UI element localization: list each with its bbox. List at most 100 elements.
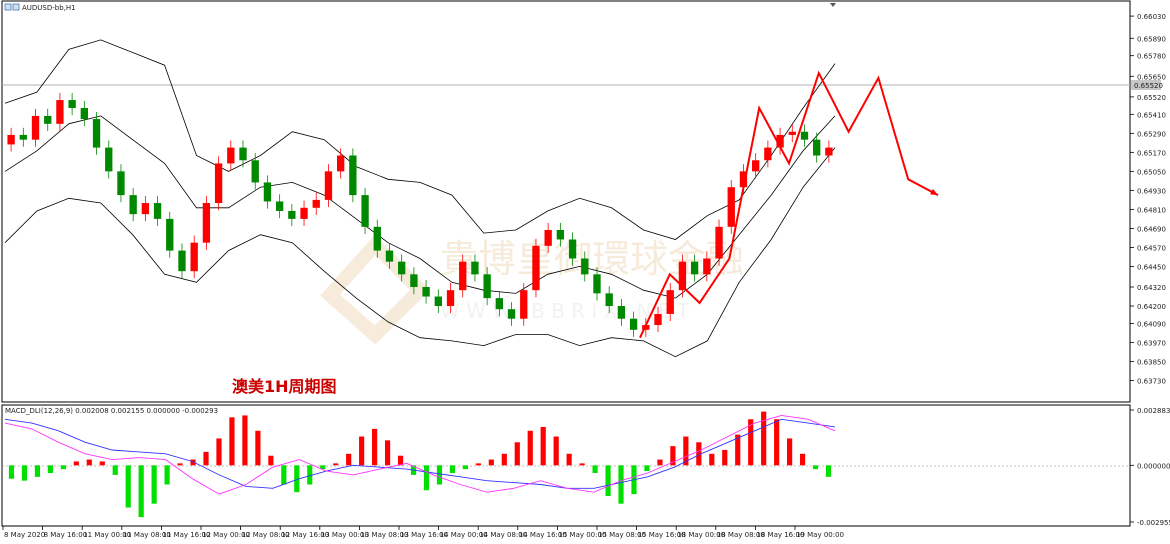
candle-body [56, 100, 64, 124]
candle-body [263, 182, 272, 202]
time-tick-label: 18 May 00:00 [677, 531, 725, 539]
candle-body [459, 261, 467, 291]
window-icon-2 [12, 3, 20, 11]
macd-histogram-bar [112, 465, 118, 475]
macd-histogram-bar [501, 453, 507, 466]
macd-histogram-bar [436, 465, 443, 485]
macd-histogram-bar [190, 459, 196, 466]
price-tick-label: 0.64320 [1137, 284, 1166, 292]
candle-body [288, 210, 296, 219]
candle-body [764, 147, 772, 161]
macd-histogram-bar [488, 459, 494, 466]
macd-histogram-bar [696, 442, 702, 466]
macd-histogram-bar [281, 465, 287, 485]
time-tick-label: 12 May 00:00 [202, 531, 250, 539]
window-icon [4, 3, 12, 11]
candle-body [117, 171, 125, 196]
forecast-arrowhead [930, 188, 938, 196]
macd-histogram-bar [294, 465, 300, 493]
watermark-logo [320, 234, 430, 345]
macd-histogram-bar [47, 465, 53, 473]
macd-histogram-bar [320, 465, 326, 470]
candle-body [556, 229, 565, 240]
candle-body [825, 147, 833, 156]
price-tick-label: 0.64570 [1137, 244, 1166, 252]
macd-histogram-bar [21, 465, 28, 481]
forecast-path [639, 70, 939, 339]
price-tick-label: 0.63970 [1137, 339, 1166, 347]
candle-body [190, 242, 198, 272]
macd-lines [4, 414, 836, 495]
price-tick-label: 0.64200 [1137, 303, 1166, 311]
time-tick-label: 15 May 00:00 [558, 531, 606, 539]
price-axis-labels: 0.660300.658900.657800.656500.655200.654… [1130, 13, 1166, 385]
time-tick-label: 8 May 2020 [4, 531, 45, 539]
time-tick-label: 12 May 16:00 [281, 531, 329, 539]
macd-histogram-bar [774, 419, 780, 466]
time-tick-label: 14 May 08:00 [479, 531, 527, 539]
candle-body [214, 163, 223, 204]
candle-body [520, 290, 528, 319]
candle-body [398, 261, 406, 275]
candle-body [300, 207, 308, 219]
dropdown-triangle-icon[interactable] [830, 3, 836, 7]
macd-histogram-bar [592, 465, 598, 473]
candle-body [800, 131, 809, 140]
candle-body [752, 160, 760, 172]
candle-body [337, 155, 345, 172]
time-tick-label: 8 May 16:00 [44, 531, 88, 539]
time-tick-label: 14 May 16:00 [519, 531, 567, 539]
candle-body [373, 226, 381, 251]
macd-histogram-bar [255, 430, 261, 466]
candle-body [422, 287, 430, 297]
candle-body [153, 203, 162, 219]
price-tick-label: 0.65410 [1137, 111, 1166, 119]
price-tick-label: 0.65170 [1137, 149, 1166, 157]
macd-histogram-bar [73, 461, 79, 466]
time-tick-label: 11 May 08:00 [123, 531, 171, 539]
candle-body [349, 155, 357, 196]
price-tick-label: 0.64690 [1137, 225, 1166, 233]
candle-body [727, 187, 735, 227]
macd-histogram-bar [177, 463, 183, 466]
lower-band-line [4, 147, 836, 358]
candle-body [690, 261, 699, 275]
price-tick-label: 0.64810 [1137, 206, 1166, 214]
macd-histogram-bar [99, 461, 105, 466]
macd-histogram-bar [151, 465, 157, 504]
price-pane: AUDUSD-bb,H1 [1, 0, 1131, 403]
macd-histogram-bar [812, 465, 819, 470]
macd-histogram-bar [761, 411, 767, 466]
macd-line [4, 418, 836, 489]
macd-histogram-bar [514, 442, 520, 466]
price-tick-label: 0.64090 [1137, 320, 1166, 328]
macd-histogram-bar [138, 465, 144, 518]
macd-histogram-bar [605, 465, 611, 497]
macd-histogram-bar [735, 434, 741, 466]
macd-histogram-bar [799, 453, 806, 466]
macd-histogram-bar [307, 465, 313, 485]
candle-body [703, 258, 711, 275]
macd-histogram-bar [709, 453, 715, 466]
time-tick-label: 15 May 08:00 [598, 531, 646, 539]
candle-body [446, 290, 455, 307]
candle-body [568, 239, 577, 259]
macd-tick-label: 0.002883 [1137, 407, 1170, 415]
candle-body [617, 306, 626, 319]
macd-histogram-bar [670, 446, 676, 466]
macd-histogram-bar [333, 463, 339, 466]
macd-histogram-bar [372, 428, 378, 466]
macd-histogram-bar [787, 438, 793, 466]
macd-histogram-bar [384, 440, 391, 466]
macd-histogram-bar [618, 465, 624, 504]
candle-body [239, 147, 247, 161]
upper-band-line [4, 39, 836, 240]
candle-body [507, 309, 516, 319]
time-tick-label: 11 May 16:00 [162, 531, 210, 539]
price-tick-label: 0.63850 [1137, 358, 1166, 366]
forecast-zigzag-line [639, 70, 939, 339]
macd-histogram-bar [125, 465, 131, 508]
candle-body [385, 250, 394, 262]
